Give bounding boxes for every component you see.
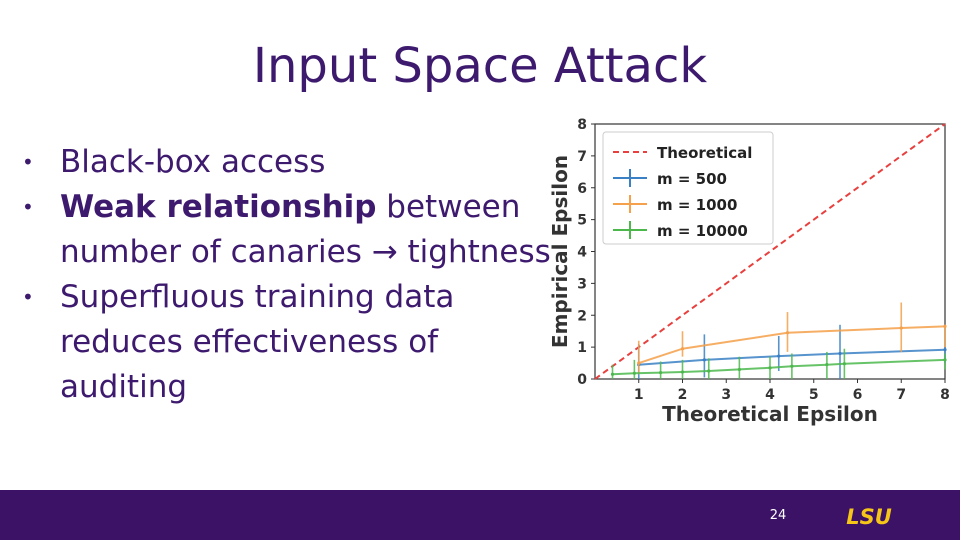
data-point xyxy=(707,369,711,373)
data-point xyxy=(842,362,846,366)
lsu-logo-icon: LSU xyxy=(846,505,892,527)
data-point xyxy=(737,367,741,372)
data-point xyxy=(790,364,794,368)
bullet-text: Black-box access xyxy=(60,144,326,180)
bullet-list: • Black-box access • Weak relationship bet… xyxy=(22,140,552,410)
legend-box xyxy=(602,131,774,245)
lsu-logo-text: LSU xyxy=(846,505,892,527)
x-axis-label: Theoretical Epsilon xyxy=(662,402,878,426)
legend-label: Theoretical xyxy=(657,144,752,162)
bullet-text: Superfluous training data reduces effect… xyxy=(60,279,455,405)
data-point xyxy=(637,361,641,365)
bullet-dot-icon: • xyxy=(22,285,34,309)
x-tick-label: 5 xyxy=(809,387,819,403)
data-point xyxy=(680,347,685,351)
data-point xyxy=(768,366,772,370)
y-tick-label: 4 xyxy=(577,245,587,261)
data-point xyxy=(943,358,947,362)
bullet-item: • Black-box access xyxy=(22,140,552,185)
data-point xyxy=(943,324,947,329)
y-tick-label: 6 xyxy=(577,181,587,197)
y-tick-label: 2 xyxy=(577,308,587,324)
empirical-vs-theoretical-chart: 0 1 2 3 4 5 6 7 8 1 2 3 4 5 6 7 8 Theoretical Epsilon Empi… xyxy=(548,117,950,426)
y-tick-label: 5 xyxy=(577,213,587,229)
bullet-dot-icon: • xyxy=(22,195,34,219)
bullet-text: between number of canaries → tightness xyxy=(60,189,551,270)
series-line-theoretical xyxy=(594,123,946,380)
x-tick-label: 3 xyxy=(721,387,731,403)
data-point xyxy=(838,351,842,356)
data-point xyxy=(785,331,790,335)
data-point xyxy=(899,326,903,330)
bullet-item: • Superfluous training data reduces effec… xyxy=(22,275,552,410)
data-point xyxy=(680,370,685,374)
legend-label: m = 500 xyxy=(657,170,727,188)
bullet-bold-text: Weak relationship xyxy=(60,189,377,225)
data-point xyxy=(610,372,615,376)
footer-bar xyxy=(0,490,960,540)
x-tick-label: 8 xyxy=(940,387,950,403)
data-point xyxy=(943,348,947,352)
x-tick-label: 4 xyxy=(765,387,775,403)
y-tick-label: 8 xyxy=(577,117,587,133)
y-tick-label: 7 xyxy=(577,149,587,165)
data-point xyxy=(777,354,781,358)
data-point xyxy=(825,363,829,367)
data-point xyxy=(702,358,706,362)
y-tick-label: 3 xyxy=(577,276,587,292)
bullet-dot-icon: • xyxy=(22,150,34,174)
slide-title: Input Space Attack xyxy=(252,38,708,94)
page-number: 24 xyxy=(769,508,787,523)
x-tick-label: 2 xyxy=(678,387,688,403)
x-tick-label: 1 xyxy=(634,387,644,403)
y-axis-label: Empirical Epsilon xyxy=(548,155,572,348)
data-point xyxy=(659,371,663,375)
legend-label: m = 10000 xyxy=(657,222,748,240)
data-point xyxy=(632,371,636,375)
x-tick-label: 6 xyxy=(853,387,863,403)
y-tick-label: 0 xyxy=(577,372,587,388)
bullet-item: • Weak relationship between number of can… xyxy=(22,185,552,275)
x-tick-label: 7 xyxy=(896,387,906,403)
y-tick-label: 1 xyxy=(577,340,587,356)
legend-label: m = 1000 xyxy=(657,196,737,214)
